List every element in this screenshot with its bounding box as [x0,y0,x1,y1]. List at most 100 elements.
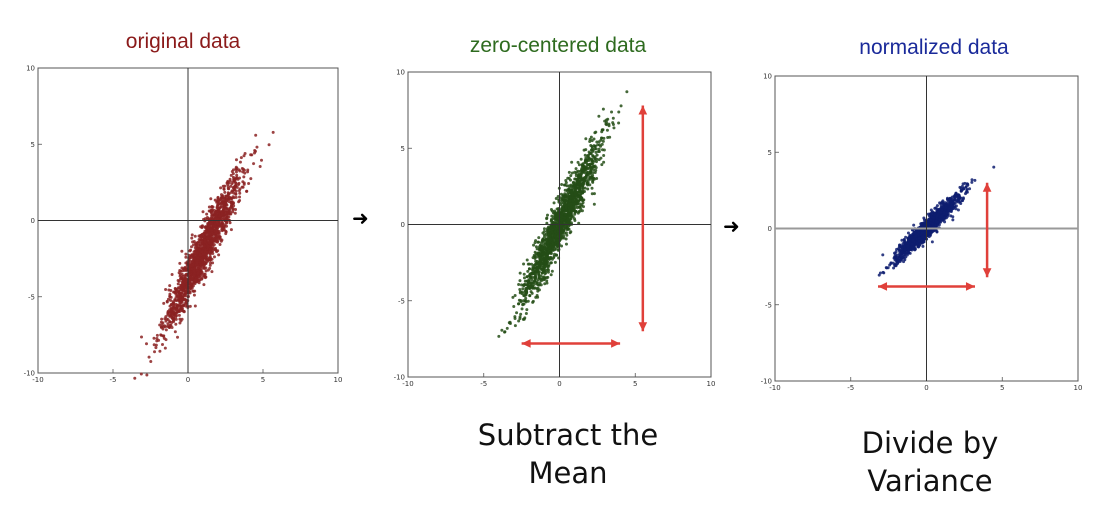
data-point [568,178,572,182]
data-point [216,249,220,253]
data-point [216,220,220,224]
data-point [158,349,162,353]
data-point [223,213,227,217]
transition-arrow-2: ➜ [723,214,740,238]
data-point [180,300,184,304]
data-point [247,181,251,185]
data-point [574,197,578,201]
data-point [246,170,250,174]
data-point [567,184,571,188]
data-point [174,317,178,321]
data-point [157,338,161,342]
y-tick-label: 0 [401,221,405,229]
data-point [959,202,963,206]
data-point [237,168,241,172]
data-point [213,210,217,214]
data-point [953,195,957,199]
x-tick-label: 5 [261,376,265,384]
data-point [545,281,549,285]
data-point [228,177,232,181]
data-point [547,263,551,267]
data-point [562,221,566,225]
data-point [542,277,546,281]
transition-arrow-1: ➜ [352,206,369,230]
data-point [178,307,182,311]
data-point [180,291,184,295]
data-point [595,140,599,144]
data-point [243,171,247,175]
data-point [215,199,219,203]
data-point [178,296,182,300]
data-point [572,202,576,206]
data-point [258,165,262,169]
data-point [152,336,156,340]
data-point [536,278,540,282]
data-point [896,259,900,263]
data-point [214,214,218,218]
data-point [177,271,181,275]
data-point [210,247,214,251]
data-point [899,254,903,258]
data-point [958,185,962,189]
data-point [213,248,217,252]
data-point [556,242,560,246]
data-point [511,295,515,299]
data-point [218,198,222,202]
data-point [903,248,907,252]
data-point [169,303,173,307]
data-point [221,199,225,203]
data-point [195,261,199,265]
data-point [238,176,242,180]
data-point [918,236,922,240]
data-point [944,206,948,210]
data-point [500,328,504,332]
data-point [170,273,174,277]
data-point [165,300,169,304]
y-tick-label: 10 [26,65,35,73]
data-point [625,90,629,94]
data-point [184,291,188,295]
data-point [190,282,194,286]
data-point [563,213,567,217]
data-point [180,276,184,280]
data-point [179,304,183,308]
data-point [166,297,170,301]
data-point [160,317,164,321]
data-point [564,179,568,183]
data-point [543,235,547,239]
data-point [607,124,611,128]
data-point [182,279,186,283]
data-point [570,190,574,194]
data-point [190,233,194,237]
data-point [238,195,242,199]
data-point [184,261,188,265]
data-point [555,214,559,218]
data-point [172,320,176,324]
data-point [938,210,942,214]
data-point [267,143,271,147]
data-point [544,237,548,241]
data-point [225,210,229,214]
data-point [584,159,588,163]
data-point [535,282,539,286]
data-point [180,249,184,253]
data-point [167,288,171,292]
data-point [179,298,183,302]
data-point [210,217,214,221]
data-point [230,201,234,205]
data-point [219,223,223,227]
data-point [555,207,559,211]
data-point [234,176,238,180]
data-point [208,228,212,232]
data-point [570,171,574,175]
data-point [198,260,202,264]
data-point [579,172,583,176]
data-point [205,250,209,254]
data-point [568,212,572,216]
data-point [581,205,585,209]
data-point [158,323,162,327]
data-point [203,229,207,233]
data-point [529,282,533,286]
data-point [545,276,549,280]
data-point [908,233,912,237]
